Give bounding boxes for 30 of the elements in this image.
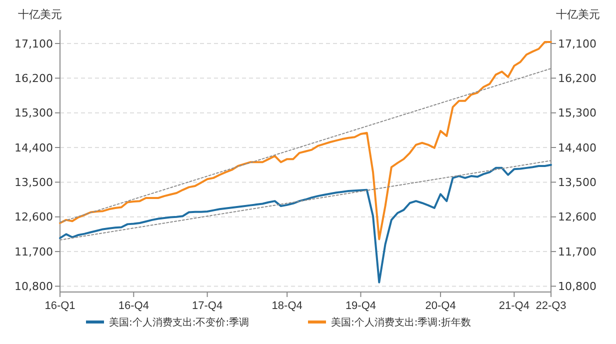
y2-tick-label: 16,200 bbox=[558, 72, 596, 86]
x-tick-label: 22-Q3 bbox=[536, 300, 566, 312]
x-tick-label: 17-Q4 bbox=[192, 300, 223, 312]
legend-label: 美国:个人消费支出:不变价:季调 bbox=[109, 316, 250, 328]
y-tick-label: 14,400 bbox=[14, 141, 53, 154]
line-series bbox=[59, 164, 552, 284]
x-tick-label: 18-Q4 bbox=[272, 300, 302, 312]
y-axis-title: 十亿美元 bbox=[18, 8, 62, 21]
x-tick-label: 21-Q4 bbox=[498, 300, 530, 312]
x-tick-label: 16-Q1 bbox=[44, 300, 76, 312]
y-tick-label: 17,100 bbox=[14, 37, 53, 50]
y-tick-label: 16,200 bbox=[14, 72, 53, 86]
legend-label: 美国:个人消费支出:季调:折年数 bbox=[331, 316, 472, 328]
y2-tick-label: 15,300 bbox=[558, 106, 596, 120]
x-tick-label: 16-Q4 bbox=[118, 300, 149, 312]
y2-tick-label: 14,400 bbox=[558, 141, 596, 154]
y2-tick-label: 12,600 bbox=[558, 210, 596, 224]
y-tick-label: 12,600 bbox=[14, 210, 53, 224]
x-tick-label: 19-Q4 bbox=[345, 300, 376, 312]
y-tick-label: 15,300 bbox=[14, 106, 53, 120]
y2-tick-label: 17,100 bbox=[558, 37, 596, 50]
y2-axis-title: 十亿美元 bbox=[556, 8, 600, 21]
y2-tick-label: 10,800 bbox=[558, 280, 596, 294]
y2-tick-label: 11,700 bbox=[558, 245, 596, 258]
line-series bbox=[59, 40, 552, 240]
y2-tick-label: 13,500 bbox=[558, 176, 596, 190]
y-tick-label: 10,800 bbox=[14, 280, 53, 294]
y-tick-label: 11,700 bbox=[14, 245, 53, 258]
x-tick-label: 20-Q4 bbox=[425, 300, 456, 312]
y-tick-label: 13,500 bbox=[14, 176, 53, 190]
